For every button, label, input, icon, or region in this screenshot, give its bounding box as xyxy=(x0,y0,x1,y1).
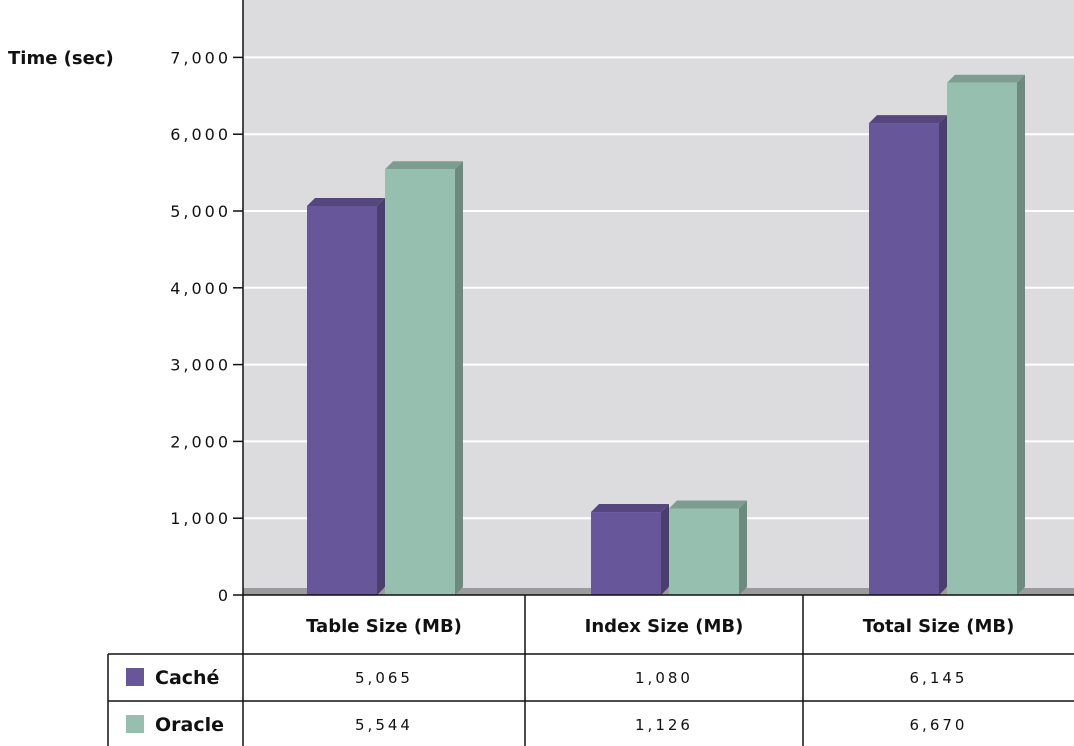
y-tick-label: 6,000 xyxy=(170,125,231,144)
bar-side xyxy=(1017,74,1025,595)
y-tick-label: 2,000 xyxy=(170,432,231,451)
bar-oracle xyxy=(385,161,463,595)
y-tick-label: 1,000 xyxy=(170,509,231,528)
bar-cache xyxy=(307,198,385,595)
y-tick-label: 4,000 xyxy=(170,279,231,298)
bar-side xyxy=(939,115,947,596)
bar-top xyxy=(947,74,1025,83)
data-cell: 6,670 xyxy=(910,716,968,734)
bar-oracle xyxy=(669,500,747,595)
column-header: Index Size (MB) xyxy=(585,616,744,637)
data-cell: 1,080 xyxy=(635,669,693,687)
bars xyxy=(307,74,1025,596)
y-axis-label: Time (sec) xyxy=(8,48,114,69)
bar-front xyxy=(591,512,661,595)
bar-front xyxy=(385,169,455,595)
data-cell: 5,065 xyxy=(355,669,413,687)
y-tick-label: 0 xyxy=(218,586,231,605)
bar-front xyxy=(869,123,939,596)
bar-cache xyxy=(869,115,947,596)
bar-side xyxy=(455,161,463,595)
bar-front xyxy=(307,206,377,595)
data-cell: 1,126 xyxy=(635,716,693,734)
legend-swatch xyxy=(126,715,144,733)
bar-top xyxy=(385,161,463,170)
legend-label: Caché xyxy=(155,667,219,689)
y-axis-ticks: 0 1,000 2,000 3,000 4,000 5,000 6,000 7,000 xyxy=(170,48,243,605)
y-tick-label: 5,000 xyxy=(170,202,231,221)
y-tick-label: 3,000 xyxy=(170,356,231,375)
data-cell: 5,544 xyxy=(355,716,413,734)
bar-side xyxy=(377,198,385,595)
bar-front xyxy=(669,508,739,595)
bar-top xyxy=(869,115,947,124)
data-table: Table Size (MB) Index Size (MB) Total Size… xyxy=(107,594,1074,746)
legend-label: Oracle xyxy=(155,714,224,736)
data-cell: 6,145 xyxy=(910,669,968,687)
bar-front xyxy=(947,82,1017,595)
bar-top xyxy=(669,500,747,509)
bar-top xyxy=(591,504,669,513)
bar-oracle xyxy=(947,74,1025,595)
bar-side xyxy=(661,504,669,595)
column-header: Total Size (MB) xyxy=(863,616,1015,637)
bar-top xyxy=(307,198,385,207)
bar-cache xyxy=(591,504,669,595)
y-tick-label: 7,000 xyxy=(170,48,231,67)
bar-side xyxy=(739,500,747,595)
legend-swatch xyxy=(126,668,144,686)
column-header: Table Size (MB) xyxy=(306,616,462,637)
